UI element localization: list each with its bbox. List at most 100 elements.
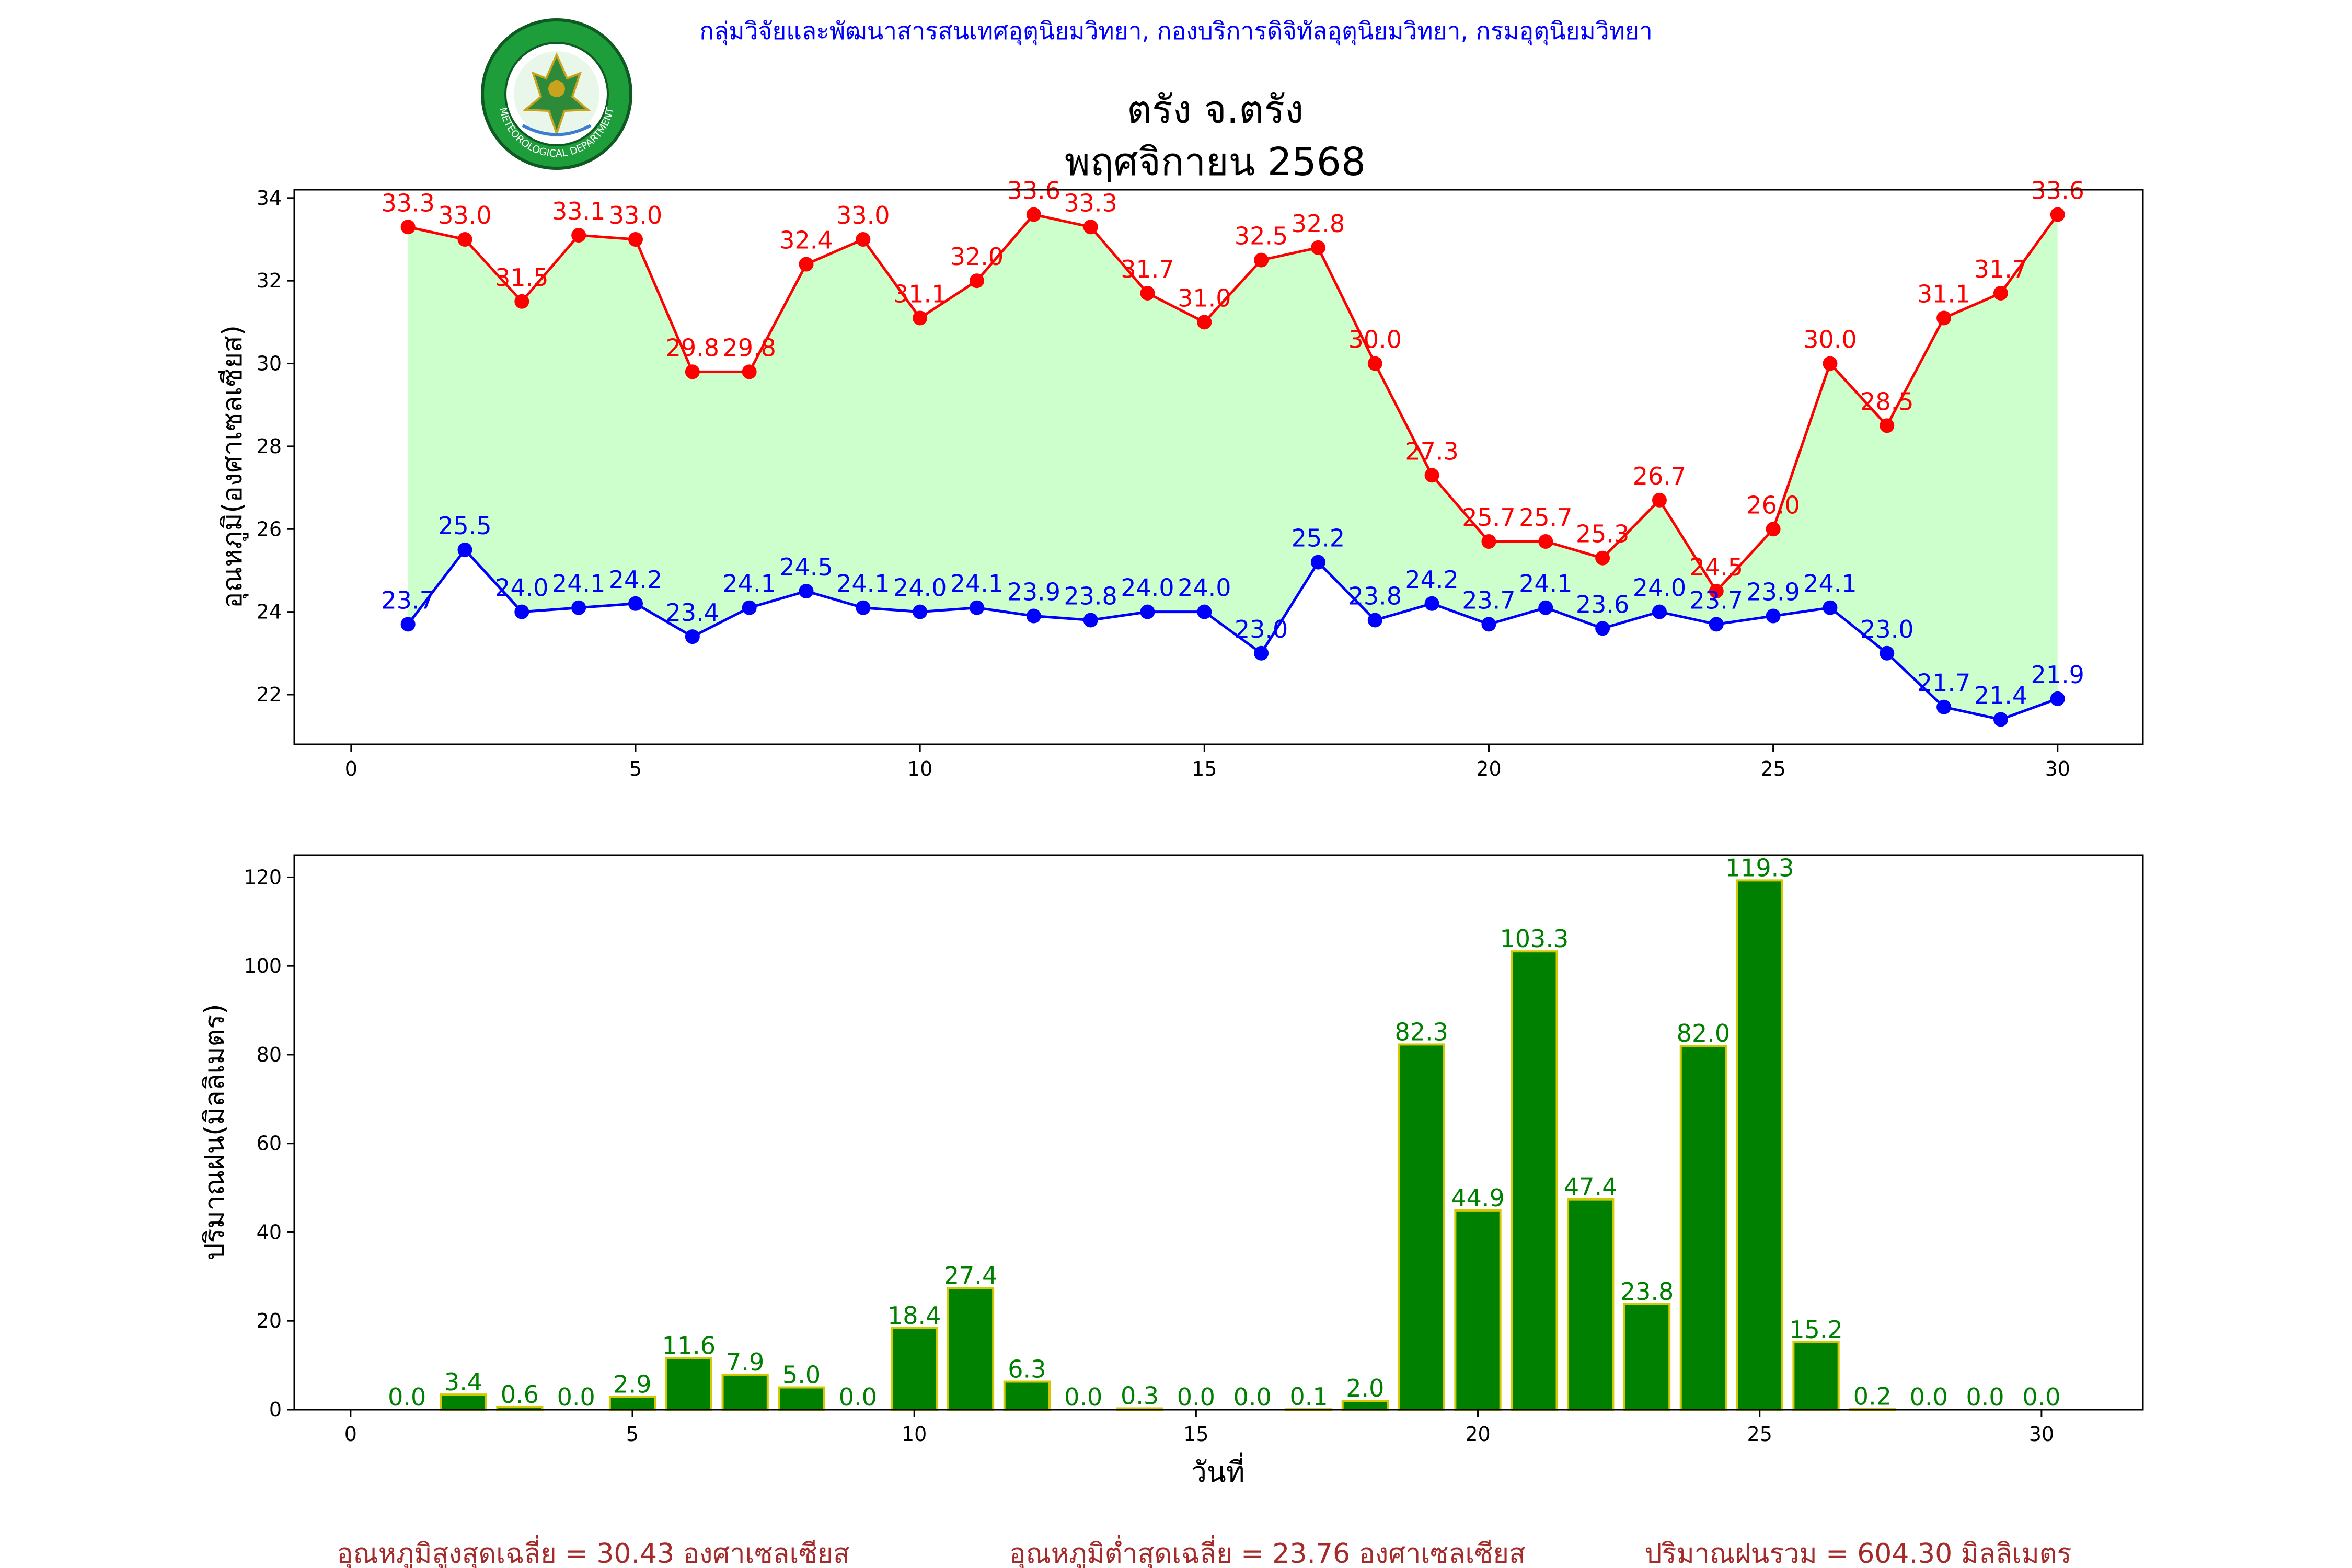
temperature-range-fill [408, 214, 2058, 720]
temperature-max-point [685, 364, 700, 379]
temperature-y-axis: 22 24 26 28 30 32 34 [257, 187, 294, 706]
temperature-max-point [514, 294, 529, 309]
temperature-min-label: 24.0 [1121, 574, 1174, 602]
temperature-min-point [1823, 600, 1838, 615]
temperature-min-label: 23.0 [1860, 615, 1913, 643]
rainfall-x-tick-label: 15 [1183, 1423, 1208, 1446]
temperature-max-label: 32.4 [779, 226, 833, 255]
rainfall-bar-label: 82.0 [1677, 1019, 1730, 1047]
temperature-min-point [742, 600, 757, 615]
temperature-min-label: 24.0 [1178, 574, 1231, 602]
temperature-min-label: 24.0 [495, 574, 548, 602]
rainfall-bar-label: 119.3 [1725, 854, 1794, 882]
temperature-max-label: 26.7 [1633, 462, 1686, 490]
temperature-max-label: 29.8 [722, 333, 776, 362]
temperature-max-label: 24.5 [1690, 553, 1743, 581]
rainfall-bar-label: 0.0 [839, 1383, 877, 1411]
rainfall-bar-label: 0.0 [1233, 1383, 1272, 1411]
temperature-max-point [1083, 220, 1098, 235]
temperature-min-label: 23.4 [666, 598, 719, 627]
temperature-y-tick-label: 34 [257, 187, 282, 210]
temperature-max-label: 25.3 [1576, 520, 1629, 548]
temperature-min-label: 23.8 [1348, 582, 1402, 610]
temperature-min-label: 21.4 [1974, 681, 2027, 709]
rainfall-bar-label: 0.0 [1910, 1383, 1948, 1411]
rainfall-y-tick-label: 100 [244, 954, 282, 977]
rainfall-bar-label: 0.1 [1289, 1382, 1328, 1411]
temperature-min-point [2050, 691, 2065, 706]
temperature-min-label: 24.5 [779, 553, 833, 581]
org-line: กลุ่มวิจัยและพัฒนาสารสนเทศอุตุนิยมวิทยา,… [699, 17, 1653, 46]
rainfall-x-tick-label: 10 [902, 1423, 927, 1446]
temperature-x-tick-label: 5 [629, 757, 642, 780]
rainfall-bar [891, 1327, 938, 1411]
chart-title-month: พฤศจิกายน 2568 [1065, 140, 1366, 185]
temperature-max-label: 27.3 [1405, 437, 1458, 465]
rainfall-y-tick-label: 40 [257, 1220, 282, 1243]
temperature-min-label: 23.6 [1576, 590, 1629, 618]
temperature-min-label: 24.1 [1803, 570, 1857, 598]
temperature-fill-area [408, 214, 2058, 720]
rainfall-x-tick-label: 20 [1465, 1423, 1490, 1446]
temperature-max-point [1254, 252, 1269, 268]
temperature-min-line [407, 547, 2058, 721]
temperature-max-point [457, 232, 472, 247]
rainfall-bar-label: 23.8 [1620, 1277, 1674, 1306]
rainfall-bar-label: 0.0 [2022, 1383, 2060, 1411]
temperature-min-point [628, 596, 643, 611]
temperature-min-point [1026, 608, 1041, 624]
temperature-min-point [400, 617, 416, 632]
temperature-max-label: 31.1 [893, 280, 947, 308]
temperature-max-label: 31.7 [1121, 255, 1174, 283]
temperature-lines [407, 213, 2059, 721]
temperature-max-point [1197, 315, 1212, 330]
temperature-min-point [1310, 555, 1325, 570]
temperature-x-tick-label: 10 [907, 757, 932, 780]
rainfall-axes-frame [293, 854, 2144, 1411]
temperature-max-label: 31.5 [495, 263, 548, 292]
rainfall-bar [665, 1357, 712, 1411]
temperature-min-point [1367, 613, 1382, 628]
temperature-axes-frame [293, 189, 2144, 745]
temperature-max-label: 32.0 [950, 243, 1004, 271]
temperature-max-label: 33.6 [2031, 177, 2084, 205]
temperature-max-label: 33.3 [1064, 189, 1117, 217]
rainfall-bar-label: 3.4 [444, 1368, 482, 1396]
temperature-min-point [1993, 712, 2008, 727]
rainfall-data-labels: 0.0 3.4 0.6 0.0 2.9 11.6 7.9 5.0 0.0 18.427.4 6.3 0… [388, 854, 2060, 1411]
rainfall-bar-label: 0.0 [1966, 1383, 2004, 1411]
temperature-max-point [1481, 534, 1496, 549]
footer-average-max: อุณหภูมิสูงสุดเฉลี่ย = 30.43 องศาเซลเซีย… [337, 1535, 850, 1568]
temperature-min-label: 24.2 [609, 566, 662, 594]
rainfall-y-tick-label: 0 [269, 1398, 282, 1421]
temperature-min-label: 24.1 [950, 570, 1004, 598]
rainfall-bar [1736, 879, 1783, 1411]
temperature-max-line [408, 213, 2059, 594]
temperature-min-label: 23.9 [1746, 578, 1800, 606]
rainfall-bar [1003, 1380, 1051, 1411]
rainfall-bar-label: 27.4 [944, 1261, 997, 1289]
temperature-min-label: 24.0 [893, 574, 947, 602]
temperature-max-point [969, 273, 984, 289]
temperature-max-point [742, 364, 757, 379]
rainfall-y-tick-label: 60 [257, 1132, 282, 1155]
meteorological-department-logo: กรมอุตุนิยมวิทยา METEOROLOGICAL DEPARTME… [0, 0, 632, 170]
rainfall-bar-label: 11.6 [662, 1332, 716, 1360]
temperature-max-label: 32.8 [1292, 210, 1345, 238]
rainfall-bar [1679, 1044, 1727, 1411]
rainfall-x-tick-label: 5 [626, 1423, 639, 1446]
temperature-max-point [1993, 285, 2008, 301]
temperature-x-tick-label: 20 [1476, 757, 1501, 780]
temperature-min-point [1880, 645, 1895, 661]
rainfall-y-axis-label: ปริมาณฝน(มิลลิเมตร) [199, 1004, 230, 1260]
temperature-x-tick-label: 15 [1192, 757, 1217, 780]
temperature-max-label: 33.0 [609, 201, 662, 229]
temperature-max-point [1538, 534, 1553, 549]
temperature-max-point [1936, 310, 1952, 326]
temperature-max-point [1766, 522, 1781, 537]
temperature-max-label: 30.0 [1348, 326, 1402, 354]
rainfall-bar-label: 82.3 [1394, 1018, 1448, 1046]
temperature-max-point [571, 228, 586, 243]
temperature-min-point [1424, 596, 1439, 611]
rainfall-bar [1511, 950, 1558, 1411]
